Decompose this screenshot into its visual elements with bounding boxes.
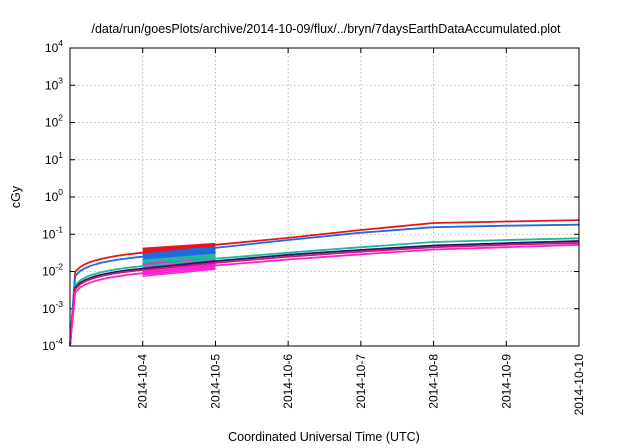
y-tick-label: 101 <box>45 150 63 167</box>
y-tick-label: 10-2 <box>42 262 63 279</box>
x-axis-label: Coordinated Universal Time (UTC) <box>228 430 420 444</box>
y-axis-label: cGy <box>9 185 23 208</box>
series-line <box>69 219 580 347</box>
fan-trace <box>142 242 216 249</box>
x-tick-label: 2014-10-5 <box>208 354 222 409</box>
x-tick-label: 2014-10-4 <box>136 354 150 409</box>
y-tick-label: 10-1 <box>42 224 63 241</box>
chart-title: /data/run/goesPlots/archive/2014-10-09/f… <box>91 22 561 36</box>
fan-trace <box>142 250 216 259</box>
series-line <box>69 240 580 347</box>
grid <box>70 47 580 347</box>
fan-trace <box>142 254 216 263</box>
y-tick-label: 102 <box>45 113 63 130</box>
x-tick-label: 2014-10-6 <box>281 354 295 409</box>
fan-trace <box>142 255 216 264</box>
plot-frame <box>69 47 580 347</box>
x-tick-label: 2014-10-10 <box>572 354 586 416</box>
y-tick-labels: 10-4 10-3 10-2 10-1 100 101 102 103 104 <box>42 38 63 353</box>
y-tick-label: 104 <box>45 38 63 55</box>
y-tick-label: 100 <box>45 187 63 204</box>
y-tick-label: 103 <box>45 75 63 92</box>
fan-trace <box>142 268 216 277</box>
x-tick-labels: 2014-10-4 2014-10-5 2014-10-6 2014-10-7 2014… <box>136 354 586 416</box>
x-tick-label: 2014-10-9 <box>499 354 513 409</box>
series-layer <box>69 219 580 347</box>
y-tick-label: 10-4 <box>42 336 63 353</box>
series-line <box>69 237 580 347</box>
series-line <box>69 223 580 347</box>
x-tick-label: 2014-10-8 <box>427 354 441 409</box>
x-tick-label: 2014-10-7 <box>354 354 368 409</box>
series-line <box>69 243 580 347</box>
fan-trace <box>142 253 216 261</box>
series-line <box>69 241 580 347</box>
y-tick-label: 10-3 <box>42 299 63 316</box>
fan-trace <box>142 251 216 260</box>
fan-trace <box>142 267 216 276</box>
